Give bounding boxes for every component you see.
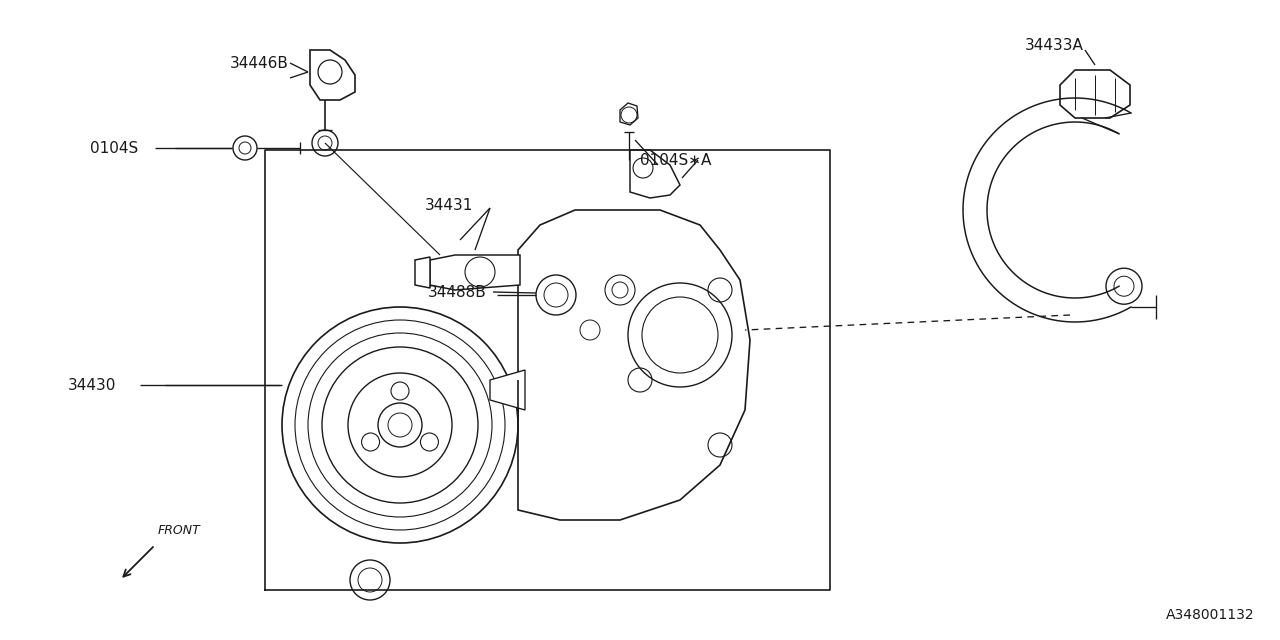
Polygon shape: [620, 103, 637, 125]
Text: A348001132: A348001132: [1166, 608, 1254, 622]
Text: 34446B: 34446B: [230, 56, 289, 70]
Text: 34433A: 34433A: [1025, 38, 1084, 52]
Text: 34431: 34431: [425, 198, 474, 212]
Text: 0104S∗A: 0104S∗A: [640, 152, 712, 168]
Polygon shape: [415, 257, 430, 288]
Polygon shape: [430, 255, 520, 290]
Polygon shape: [310, 50, 355, 100]
Text: 34430: 34430: [68, 378, 116, 392]
Polygon shape: [490, 370, 525, 410]
Text: 0104S: 0104S: [90, 141, 138, 156]
Text: FRONT: FRONT: [157, 524, 201, 537]
Polygon shape: [630, 150, 680, 198]
Text: 34488B: 34488B: [428, 285, 486, 300]
Polygon shape: [1060, 70, 1130, 118]
